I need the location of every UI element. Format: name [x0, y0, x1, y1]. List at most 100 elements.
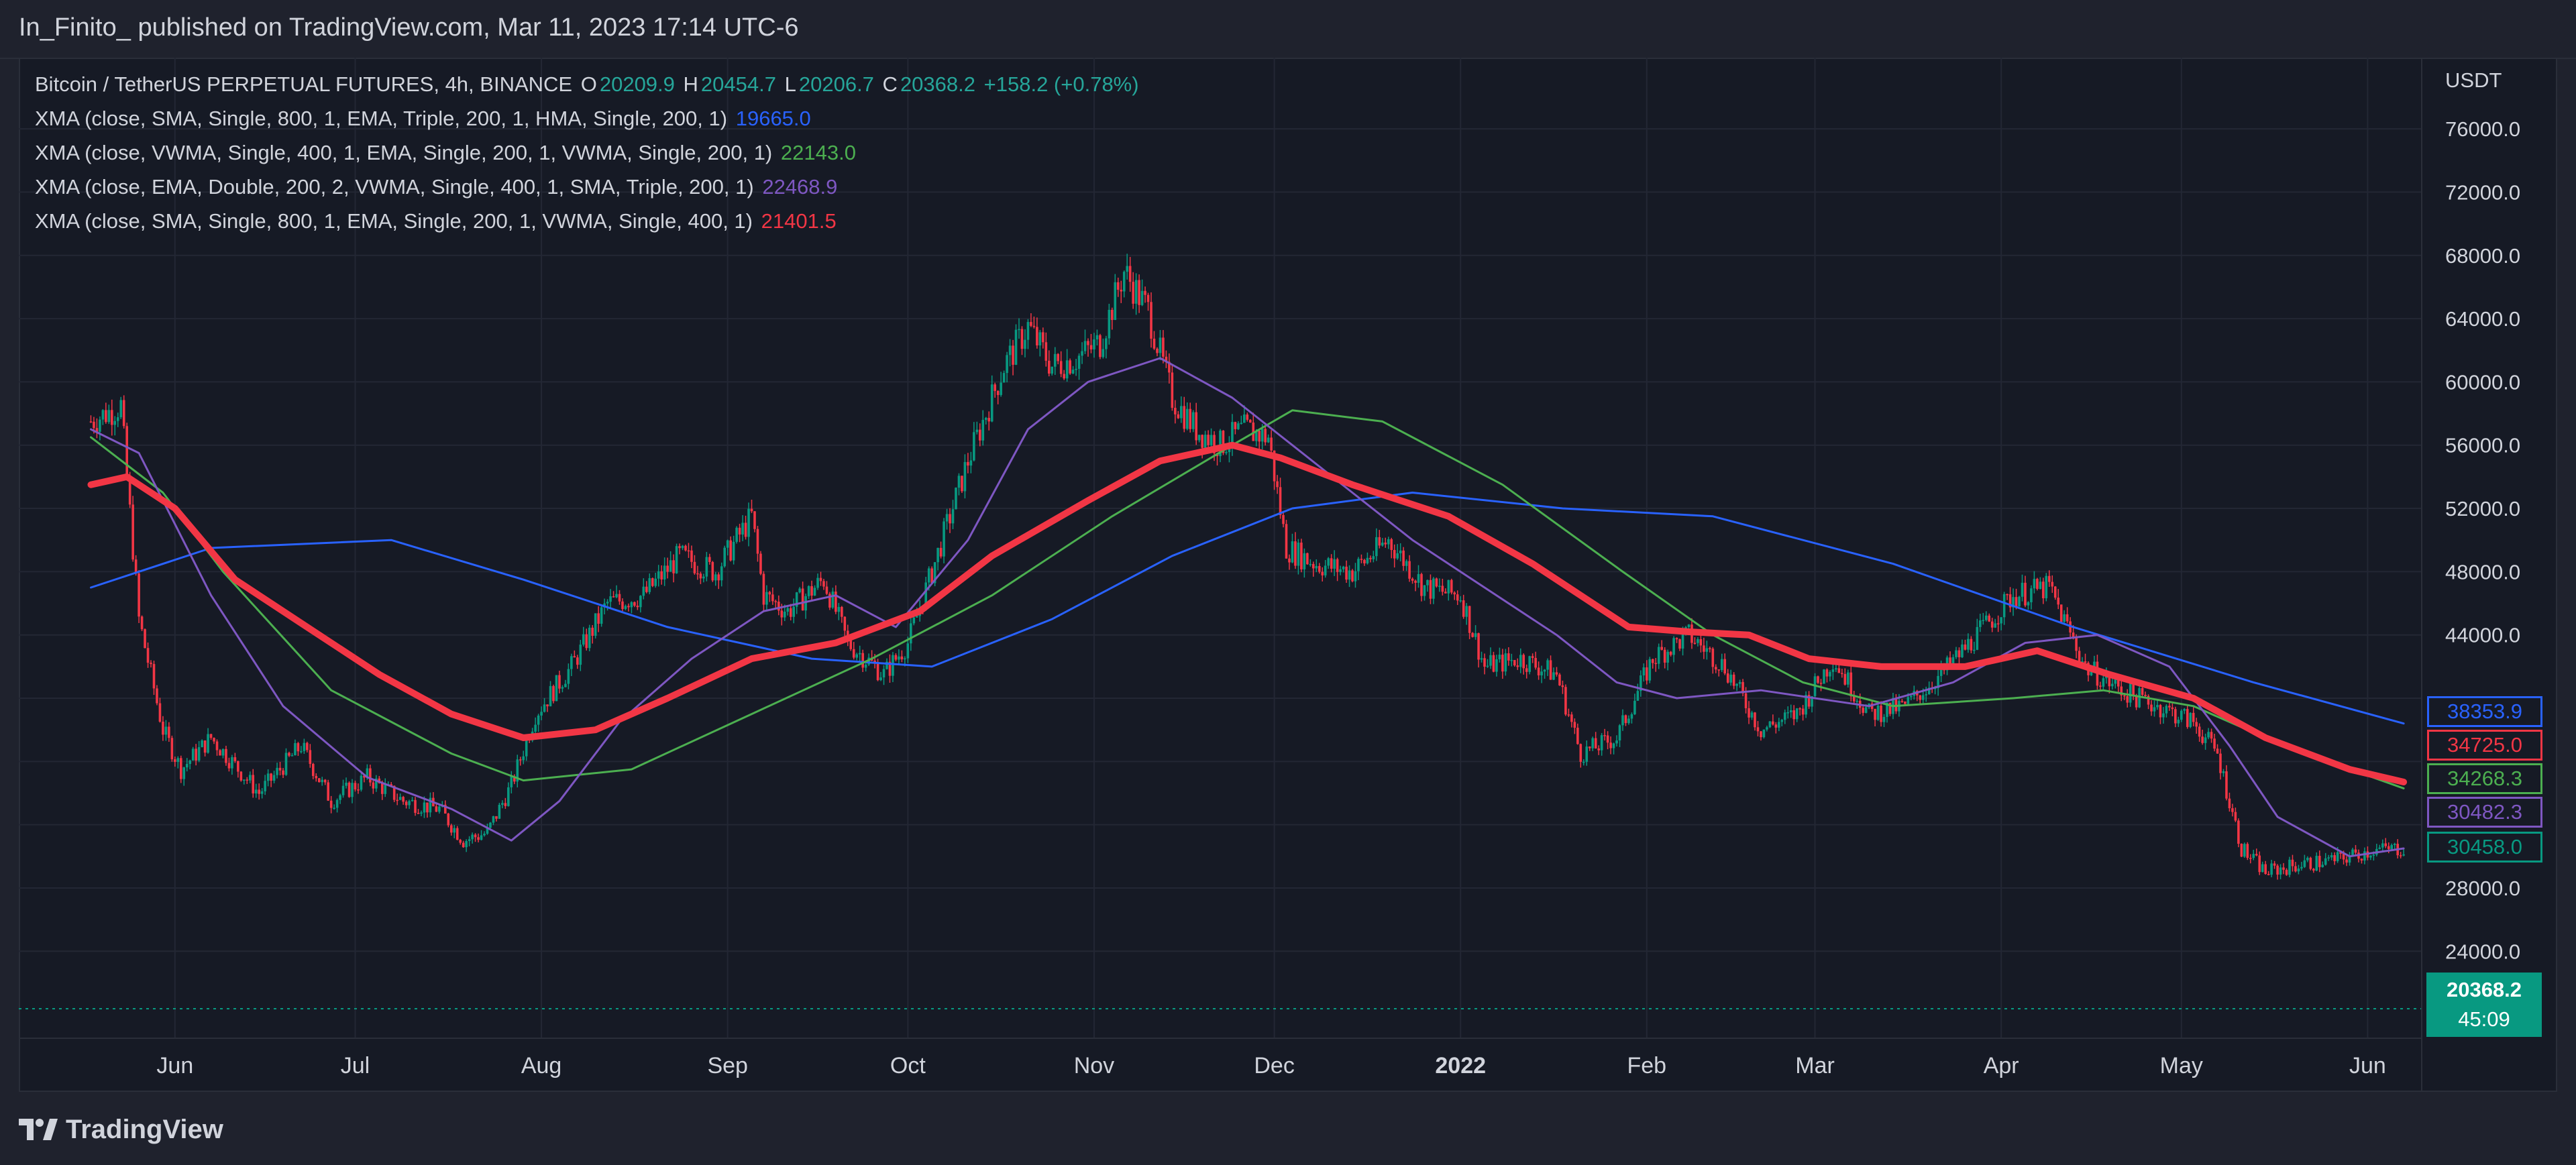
candle	[1558, 673, 1561, 686]
legend-indicator-row[interactable]: XMA (close, VWMA, Single, 400, 1, EMA, S…	[35, 135, 1142, 170]
candle	[687, 543, 690, 558]
indicator-line[interactable]	[90, 409, 2405, 789]
candle	[2228, 792, 2231, 812]
candle	[2369, 855, 2372, 861]
candle	[1576, 723, 1579, 745]
candle	[384, 778, 387, 797]
candle	[1531, 653, 1534, 663]
candle	[1852, 690, 1856, 705]
candle	[1955, 647, 1957, 659]
candle	[1606, 731, 1609, 750]
candle	[861, 649, 864, 673]
candle	[360, 771, 363, 792]
candle	[654, 572, 657, 588]
candle	[1507, 647, 1510, 666]
candle	[1134, 273, 1138, 315]
candle	[939, 541, 943, 559]
candle	[543, 698, 546, 713]
legend-indicator-row[interactable]: XMA (close, SMA, Single, 800, 1, EMA, Tr…	[35, 101, 1142, 135]
candle	[1603, 728, 1606, 741]
candle	[317, 778, 321, 783]
candle	[1318, 563, 1321, 574]
candle	[1723, 653, 1727, 675]
candle	[744, 515, 747, 540]
candle	[2171, 703, 2174, 716]
candle	[1146, 292, 1150, 311]
candle	[2222, 769, 2225, 777]
candle	[1675, 637, 1678, 643]
candle	[1150, 292, 1152, 348]
candle	[131, 496, 134, 562]
candle	[1780, 718, 1784, 726]
candle	[2165, 704, 2168, 718]
candle	[2231, 803, 2234, 817]
x-tick-label: Nov	[1074, 1053, 1114, 1078]
candle	[841, 606, 843, 623]
candle	[882, 665, 885, 685]
candle	[957, 473, 961, 496]
candle	[237, 761, 239, 778]
candle	[1264, 425, 1267, 446]
candle	[1477, 632, 1480, 668]
candle	[1300, 539, 1303, 573]
legend-indicator-row[interactable]: XMA (close, SMA, Single, 800, 1, EMA, Si…	[35, 204, 1142, 238]
candle	[2261, 861, 2264, 873]
indicator-line[interactable]	[90, 357, 2405, 858]
candle	[1640, 670, 1642, 697]
candle	[1234, 421, 1237, 435]
price-box-red: 34725.0	[2427, 730, 2542, 761]
candle	[1819, 679, 1823, 691]
candle	[1032, 317, 1036, 329]
y-tick-label: 28000.0	[2445, 877, 2520, 900]
x-tick-label: Jul	[341, 1053, 370, 1078]
candle	[2195, 718, 2198, 734]
candle	[2225, 765, 2228, 801]
candle	[498, 802, 501, 820]
candle	[170, 735, 174, 762]
candle	[1345, 560, 1348, 584]
candle	[248, 771, 252, 783]
candle	[1663, 647, 1666, 669]
candle	[789, 604, 792, 621]
candle	[1297, 539, 1300, 575]
candle	[636, 600, 639, 610]
candle	[1693, 637, 1697, 645]
candle	[684, 544, 687, 552]
candle	[417, 809, 420, 814]
change-value: +158.2 (+0.78%)	[983, 72, 1139, 96]
candle	[618, 590, 621, 605]
candle	[1720, 653, 1723, 672]
candle	[585, 628, 588, 651]
indicator-line[interactable]	[87, 441, 2408, 785]
chart-frame[interactable]	[19, 58, 2557, 1092]
candle	[1393, 544, 1396, 568]
candle	[333, 804, 335, 810]
candle	[2147, 694, 2150, 710]
candle	[1778, 718, 1780, 732]
candle	[732, 535, 735, 565]
bar-countdown: 45:09	[2458, 1007, 2510, 1031]
candle	[1168, 353, 1171, 384]
candle	[672, 554, 675, 583]
candle	[396, 793, 398, 806]
candle	[209, 733, 213, 740]
x-tick-label: 2022	[1435, 1053, 1486, 1078]
candle	[1102, 338, 1105, 359]
candle	[2276, 864, 2279, 880]
candle	[1429, 574, 1432, 604]
candle	[1672, 636, 1675, 663]
candle	[2063, 610, 2065, 623]
legend-indicator-row[interactable]: XMA (close, EMA, Double, 200, 2, VWMA, S…	[35, 170, 1142, 204]
candle	[89, 415, 93, 423]
footer-brand[interactable]: TradingView	[19, 1112, 223, 1147]
x-tick-label: Mar	[1795, 1053, 1835, 1078]
candle	[1729, 669, 1732, 686]
indicator-line[interactable]	[90, 492, 2405, 725]
legend-symbol-row[interactable]: Bitcoin / TetherUS PERPETUAL FUTURES, 4h…	[35, 67, 1142, 101]
candle	[309, 744, 312, 768]
candle	[1360, 554, 1363, 563]
candle	[420, 810, 423, 816]
header-bar: In_Finito_ published on TradingView.com,…	[0, 0, 2576, 59]
candle	[1480, 651, 1483, 663]
